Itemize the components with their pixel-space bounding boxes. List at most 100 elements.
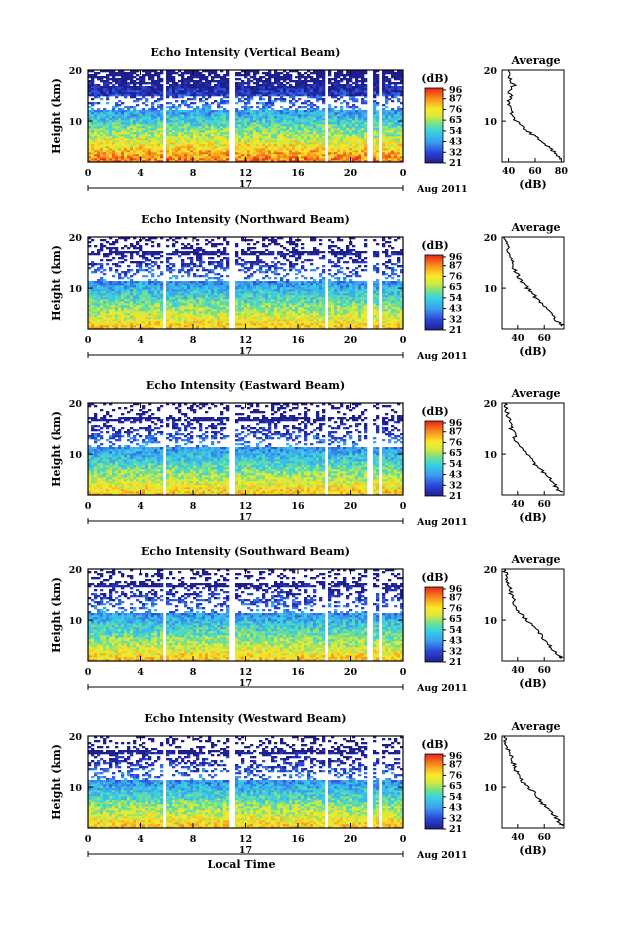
heatmap-cell bbox=[133, 301, 137, 304]
heatmap-cell bbox=[175, 120, 179, 123]
heatmap-cell bbox=[109, 305, 113, 308]
heatmap-cell bbox=[91, 80, 95, 83]
heatmap-cell bbox=[145, 88, 149, 91]
heatmap-cell bbox=[322, 118, 326, 121]
heatmap-cell bbox=[184, 158, 188, 161]
heatmap-cell bbox=[388, 150, 392, 153]
heatmap-cell bbox=[262, 152, 266, 155]
heatmap-cell bbox=[313, 94, 317, 97]
heatmap-cell bbox=[388, 90, 392, 93]
heatmap-cell bbox=[88, 140, 92, 143]
heatmap-cell bbox=[100, 144, 104, 147]
heatmap-cell bbox=[220, 92, 224, 95]
heatmap-cell bbox=[127, 321, 131, 324]
heatmap-cell bbox=[196, 144, 200, 147]
heatmap-cell bbox=[358, 152, 362, 155]
heatmap-cell bbox=[94, 134, 98, 137]
heatmap-cell bbox=[142, 303, 146, 306]
heatmap-cell bbox=[301, 118, 305, 121]
heatmap-cell bbox=[208, 118, 212, 121]
heatmap-cell bbox=[286, 76, 290, 79]
heatmap-cell bbox=[337, 150, 341, 153]
heatmap-cell bbox=[352, 132, 356, 135]
heatmap-cell bbox=[307, 90, 311, 93]
heatmap-cell bbox=[340, 128, 344, 131]
heatmap-cell bbox=[103, 311, 107, 314]
heatmap-cell bbox=[271, 104, 275, 107]
heatmap-cell bbox=[139, 126, 143, 129]
heatmap-cell bbox=[193, 72, 197, 75]
heatmap-cell bbox=[265, 134, 269, 137]
heatmap-cell bbox=[160, 106, 164, 109]
heatmap-cell bbox=[391, 96, 395, 99]
heatmap-cell bbox=[112, 138, 116, 141]
heatmap-cell bbox=[184, 72, 188, 75]
heatmap-cell bbox=[181, 150, 185, 153]
heatmap-cell bbox=[181, 315, 185, 318]
heatmap-cell bbox=[211, 120, 215, 123]
heatmap-cell bbox=[202, 122, 206, 125]
heatmap-cell bbox=[355, 136, 359, 139]
heatmap-cell bbox=[289, 106, 293, 109]
heatmap-cell bbox=[100, 80, 104, 83]
heatmap-cell bbox=[241, 144, 245, 147]
heatmap-cell bbox=[259, 150, 263, 153]
heatmap-cell bbox=[118, 136, 122, 139]
colorbar-tick-label: 65 bbox=[449, 115, 462, 126]
heatmap-cell bbox=[223, 120, 227, 123]
heatmap-cell bbox=[355, 152, 359, 155]
heatmap-cell bbox=[121, 142, 125, 145]
heatmap-cell bbox=[259, 124, 263, 127]
heatmap-cell bbox=[169, 94, 173, 97]
heatmap-cell bbox=[127, 297, 131, 300]
heatmap-cell bbox=[160, 160, 164, 163]
heatmap-cell bbox=[172, 80, 176, 83]
heatmap-cell bbox=[322, 76, 326, 79]
heatmap-cell bbox=[385, 120, 389, 123]
heatmap-cell bbox=[160, 98, 164, 101]
heatmap-cell bbox=[115, 116, 119, 119]
heatmap-cell bbox=[124, 237, 128, 240]
heatmap-cell bbox=[112, 156, 116, 159]
heatmap-cell bbox=[271, 102, 275, 105]
panel-title: Echo Intensity (Northward Beam) bbox=[141, 213, 350, 226]
heatmap-cell bbox=[283, 98, 287, 101]
heatmap-cell bbox=[175, 277, 179, 280]
heatmap-cell bbox=[316, 142, 320, 145]
heatmap-cell bbox=[199, 90, 203, 93]
heatmap-cell bbox=[127, 76, 131, 79]
heatmap-cell bbox=[127, 307, 131, 310]
heatmap-cell bbox=[265, 106, 269, 109]
heatmap-cell bbox=[241, 140, 245, 143]
heatmap-cell bbox=[280, 100, 284, 103]
heatmap-cell bbox=[205, 152, 209, 155]
heatmap-cell bbox=[88, 241, 92, 244]
heatmap-cell bbox=[133, 108, 137, 111]
heatmap-cell bbox=[100, 88, 104, 91]
heatmap-cell bbox=[97, 156, 101, 159]
heatmap-cell bbox=[145, 327, 149, 330]
heatmap-cell bbox=[337, 158, 341, 161]
heatmap-cell bbox=[130, 70, 134, 73]
heatmap-cell bbox=[226, 74, 230, 77]
heatmap-cell bbox=[91, 265, 95, 268]
heatmap-cell bbox=[373, 154, 377, 157]
heatmap-cell bbox=[151, 273, 155, 276]
heatmap-cell bbox=[259, 84, 263, 87]
heatmap-cell bbox=[328, 154, 332, 157]
heatmap-cell bbox=[157, 90, 161, 93]
heatmap-cell bbox=[166, 110, 170, 113]
heatmap-cell bbox=[124, 255, 128, 258]
heatmap-cell bbox=[364, 134, 368, 137]
heatmap-cell bbox=[343, 90, 347, 93]
heatmap-cell bbox=[340, 158, 344, 161]
heatmap-cell bbox=[130, 319, 134, 322]
heatmap-cell bbox=[154, 317, 158, 320]
heatmap-cell bbox=[124, 80, 128, 83]
heatmap-cell bbox=[160, 261, 164, 264]
heatmap-cell bbox=[211, 136, 215, 139]
heatmap-cell bbox=[88, 297, 92, 300]
heatmap-cell bbox=[115, 140, 119, 143]
heatmap-cell bbox=[241, 74, 245, 77]
heatmap-cell bbox=[97, 142, 101, 145]
